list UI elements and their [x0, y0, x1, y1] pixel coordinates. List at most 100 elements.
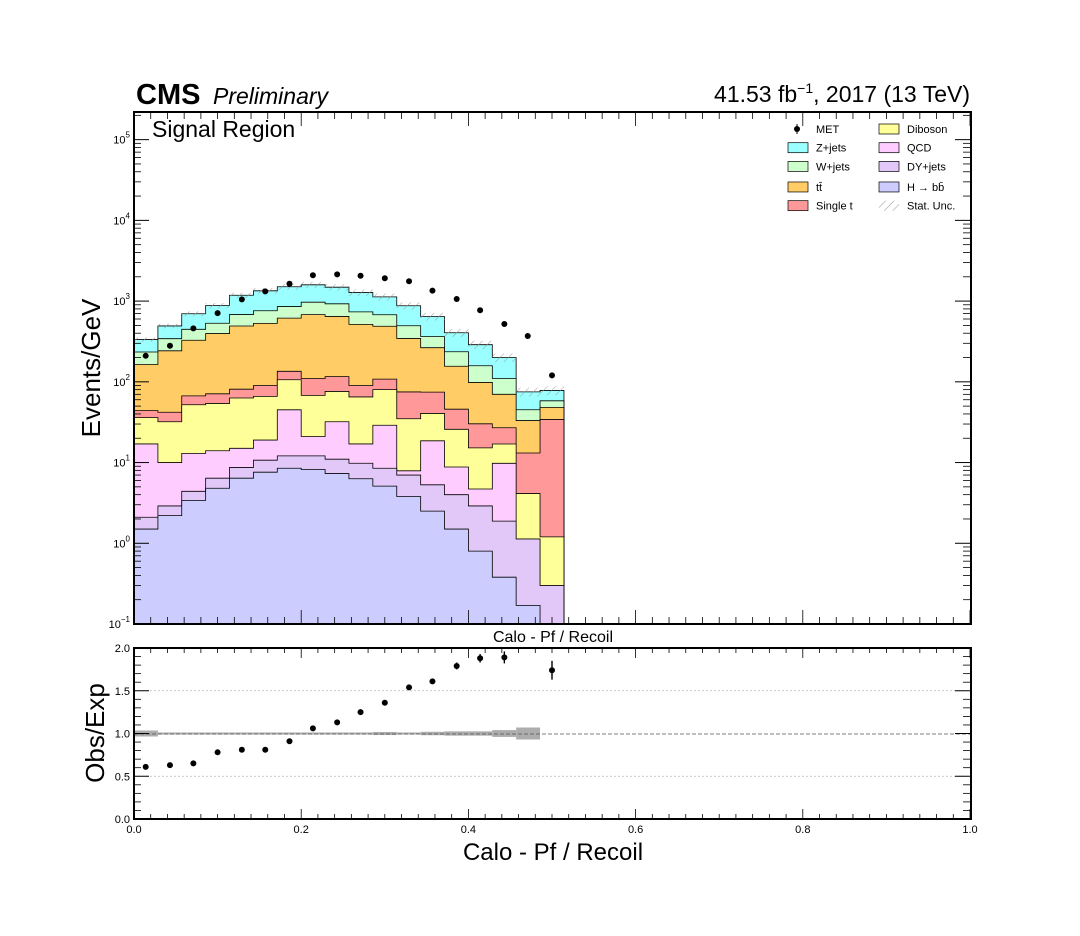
- x-tick-label: 0.0: [126, 824, 141, 836]
- main-y-title: Events/GeV: [76, 298, 106, 437]
- x-tick-label: 0.6: [628, 824, 643, 836]
- legend-swatch: [787, 200, 809, 212]
- y-tick-label: 104: [113, 211, 130, 227]
- data-point: [214, 310, 221, 317]
- data-point: [334, 271, 341, 278]
- ratio-point: [262, 746, 269, 753]
- data-point: [549, 372, 555, 379]
- ratio-unc-bin: [492, 730, 517, 737]
- ratio-unc-bin: [157, 732, 373, 735]
- unc-bin: [444, 328, 469, 337]
- unc-bin: [181, 311, 206, 317]
- legend-label: Single t: [816, 201, 853, 213]
- y-tick-label: 100: [113, 534, 130, 550]
- region-label: Signal Region: [152, 116, 295, 142]
- ratio-point: [406, 684, 413, 691]
- ratio-point: [477, 655, 484, 662]
- legend-swatch: [878, 161, 900, 172]
- data-points: [142, 271, 555, 379]
- ratio-panel: Calo - Pf / Recoil 0.00.51.01.52.0 0.0 0.…: [80, 629, 978, 866]
- ratio-y-title: Obs/Exp: [80, 683, 110, 783]
- legend-label: W+jets: [816, 161, 850, 173]
- ratio-point: [309, 725, 316, 732]
- main-panel: 10−1 100 101 102 103 104 105 Signal Region Eve…: [76, 111, 972, 631]
- unc-bin: [301, 281, 326, 289]
- unc-bin: [134, 337, 158, 342]
- ratio-point: [357, 709, 364, 716]
- data-point: [524, 332, 531, 339]
- lumi-rest: , 2017 (13 TeV): [813, 81, 970, 107]
- main-frame: [133, 111, 972, 625]
- legend-label: Stat. Unc.: [907, 201, 955, 213]
- ratio-point: [549, 667, 555, 674]
- ratio-point: [429, 678, 436, 685]
- x-axis-title: Calo - Pf / Recoil: [463, 839, 643, 866]
- ratio-x-ticks: 0.0 0.2 0.4 0.6 0.8 1.0: [126, 648, 978, 836]
- ratio-unc-bin: [420, 731, 445, 736]
- unc-bin: [516, 387, 541, 397]
- legend-label: DY+jets: [907, 161, 946, 173]
- ratio-grid: [134, 690, 970, 777]
- y-tick-label: 101: [113, 454, 130, 470]
- data-point: [142, 352, 149, 359]
- ratio-point: [453, 662, 460, 669]
- data-point: [453, 296, 460, 303]
- x-tick-label: 0.8: [795, 824, 810, 836]
- ratio-y-tick-label: 2.0: [115, 643, 130, 655]
- data-point: [501, 321, 508, 328]
- x-tick-label: 1.0: [962, 824, 977, 836]
- ratio-top-label: Calo - Pf / Recoil: [493, 629, 613, 646]
- ratio-point: [334, 719, 341, 726]
- lumi-exponent: −1: [797, 80, 813, 96]
- data-point: [429, 287, 436, 294]
- data-point: [166, 342, 173, 349]
- legend: MET Diboson Z+jets QCD W+jets DY+jets tt̄ H → b…: [787, 123, 955, 213]
- legend-swatch: [878, 123, 900, 135]
- unc-bin: [325, 284, 349, 291]
- ratio-unc-band: [134, 727, 541, 740]
- unc-bin: [277, 283, 302, 290]
- experiment-label: CMS: [136, 79, 200, 111]
- stack-hbb: [133, 467, 564, 625]
- legend-label: QCD: [907, 143, 932, 155]
- ratio-unc-bin: [444, 731, 493, 736]
- legend-label: H → bb̄: [907, 181, 944, 194]
- y-tick-label: 10−1: [109, 615, 131, 631]
- ratio-unc-bin: [516, 727, 541, 740]
- ratio-point: [190, 760, 197, 767]
- unc-bin: [348, 289, 373, 297]
- unc-bin: [205, 303, 230, 309]
- main-y-ticks: 10−1 100 101 102 103 104 105: [109, 114, 970, 631]
- ratio-point: [501, 654, 508, 661]
- ratio-y-ticks: 0.0 0.5 1.0 1.5 2.0: [115, 643, 970, 826]
- ratio-point: [381, 699, 388, 706]
- ratio-point: [214, 749, 221, 756]
- data-point: [381, 275, 388, 282]
- lumi-value: 41.53 fb: [714, 81, 797, 107]
- ratio-point: [286, 738, 293, 745]
- ratio-point: [238, 746, 245, 753]
- unc-bin: [396, 302, 421, 310]
- y-tick-label: 102: [113, 373, 130, 389]
- y-tick-label: 105: [113, 131, 130, 147]
- y-tick-label: 103: [113, 292, 130, 308]
- legend-label: MET: [816, 124, 840, 136]
- data-point: [309, 272, 316, 279]
- unc-bin: [372, 293, 397, 301]
- ratio-y-tick-label: 1.5: [115, 686, 130, 698]
- unc-bin: [468, 340, 493, 350]
- legend-swatch: [878, 142, 900, 154]
- ratio-unc-bin: [396, 732, 421, 735]
- data-point: [357, 272, 364, 279]
- ratio-y-tick-label: 1.0: [115, 729, 130, 741]
- legend-swatch: [787, 142, 809, 154]
- ratio-unc-bin: [372, 731, 397, 736]
- legend-label: Diboson: [907, 124, 947, 136]
- ratio-point: [166, 762, 173, 769]
- x-tick-label: 0.2: [294, 824, 309, 836]
- unc-bin: [420, 312, 445, 321]
- unc-bin: [492, 353, 517, 363]
- stat-uncertainty-hatch: [134, 281, 564, 397]
- stack-histograms: [133, 284, 565, 625]
